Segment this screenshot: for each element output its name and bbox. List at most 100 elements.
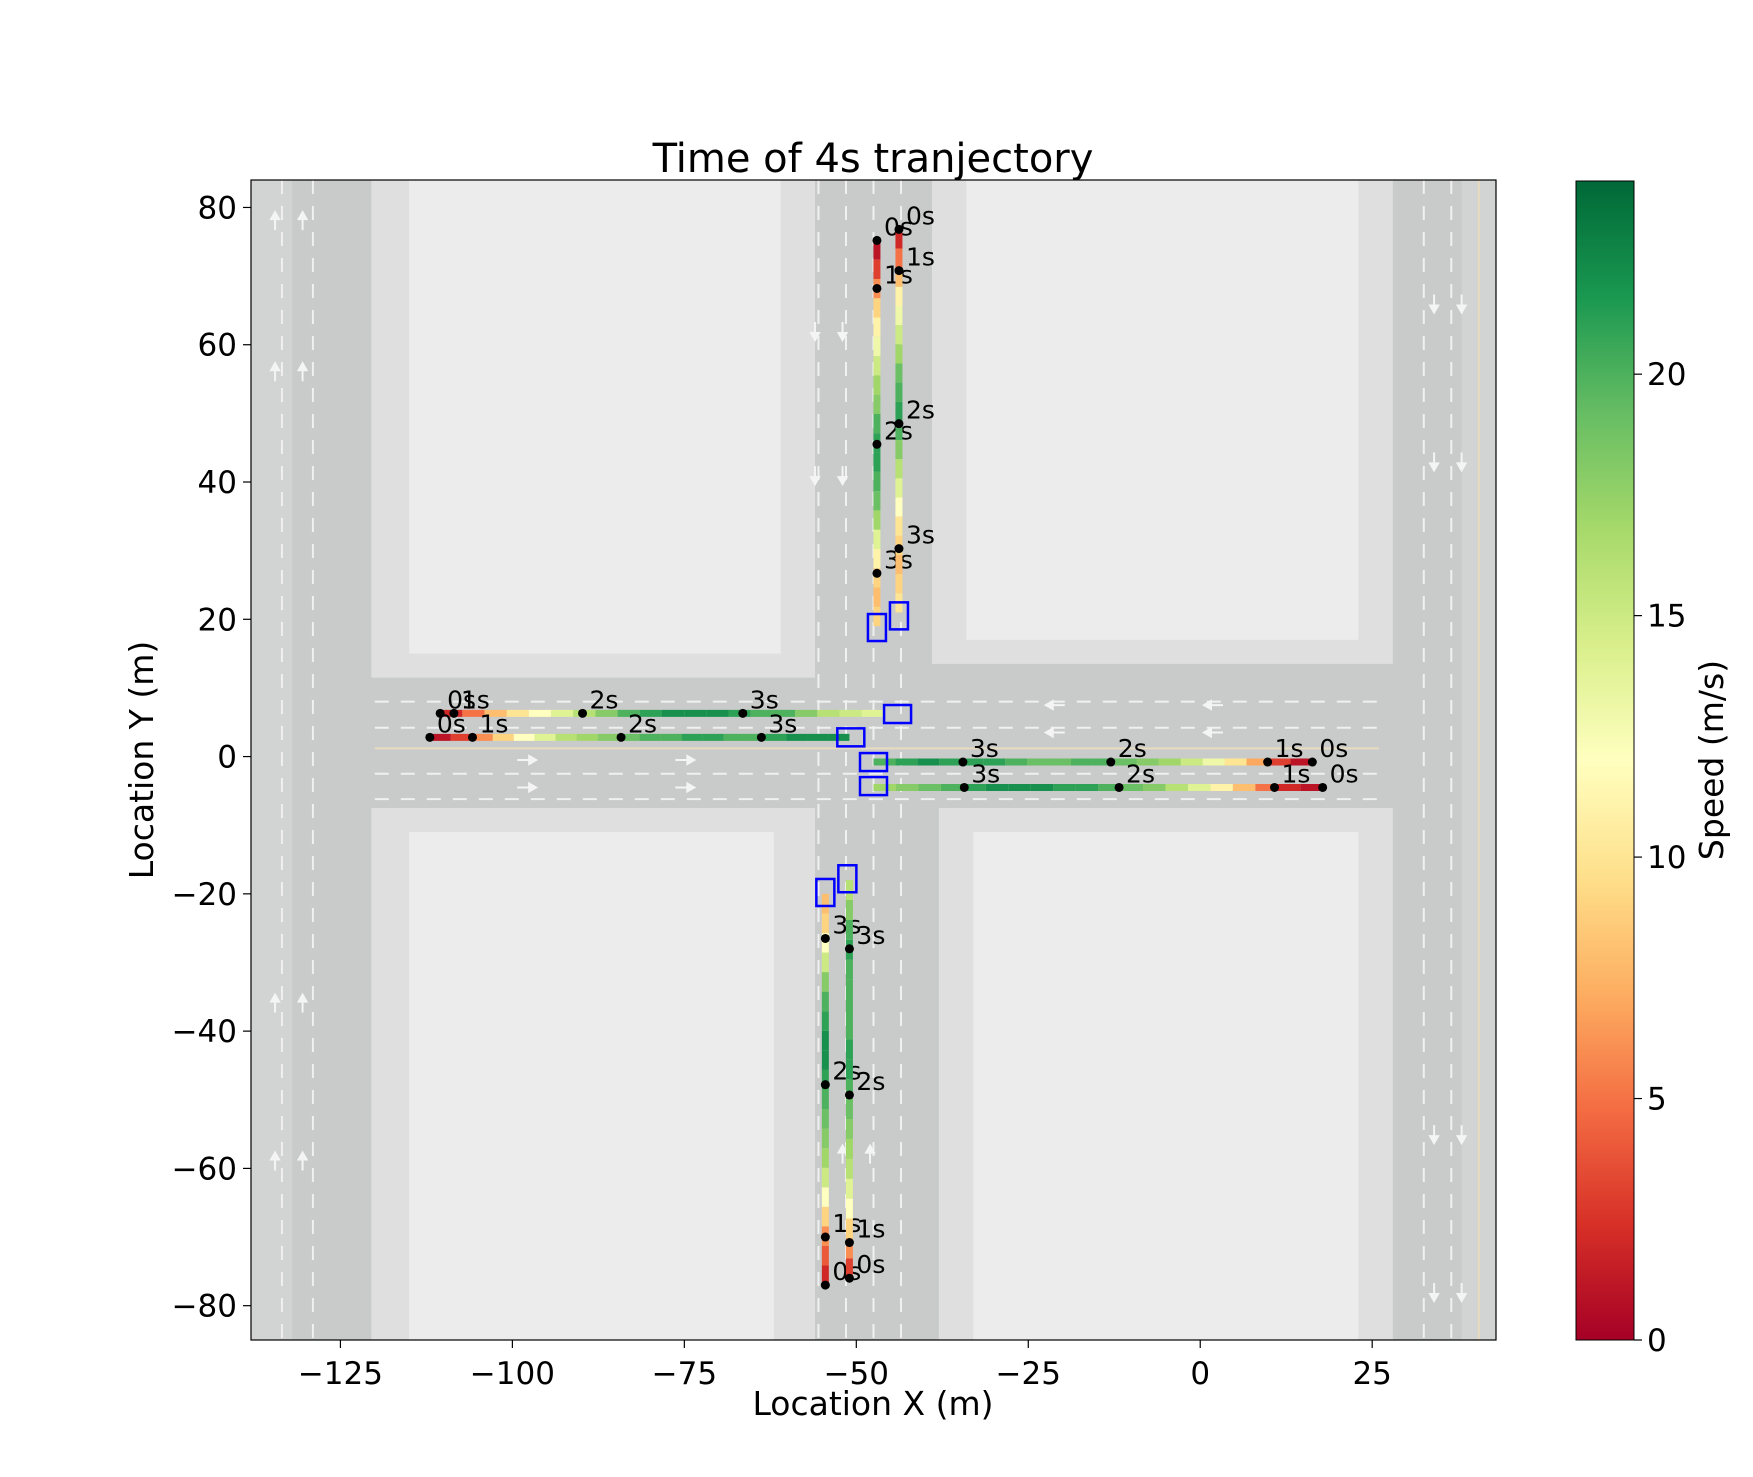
time-marker-point: [872, 568, 882, 578]
y-tick-label: 20: [198, 602, 237, 638]
colorbar-tick-label: 20: [1647, 357, 1686, 393]
time-marker-label: 1s: [461, 685, 490, 714]
time-marker-point: [894, 544, 904, 554]
colorbar-label: Speed (m/s): [1692, 660, 1731, 860]
x-axis-label: Location X (m): [752, 1384, 993, 1423]
lane-arrow-icon: [1455, 294, 1468, 315]
time-marker-label: 1s: [479, 709, 508, 738]
lane-arrow-icon: [1428, 294, 1440, 315]
lane-arrow-icon: [836, 1143, 849, 1164]
x-tick-label: −75: [652, 1356, 717, 1392]
time-marker-label: 3s: [750, 685, 779, 714]
block-sw: [409, 832, 774, 1340]
time-marker-label: 2s: [1126, 759, 1155, 788]
time-marker-label: 1s: [906, 243, 935, 272]
vehicle-box: [858, 751, 889, 773]
vehicle-box: [837, 863, 858, 894]
time-marker-label: 1s: [856, 1215, 885, 1244]
lane-arrow-icon: [269, 992, 281, 1013]
time-marker-point: [959, 782, 969, 792]
time-marker-point: [1318, 782, 1328, 792]
lane-arrow-icon: [296, 210, 309, 231]
lane-arrow-icon: [836, 466, 849, 487]
colorbar-gradient: [1575, 180, 1635, 1341]
lane-arrow-icon: [296, 1150, 309, 1171]
vehicle-box: [866, 612, 888, 643]
colorbar-tick-label: 0: [1647, 1323, 1667, 1359]
time-marker-point: [1270, 782, 1280, 792]
time-marker-label: 0s: [1330, 759, 1359, 788]
lane-arrow-icon: [1043, 699, 1065, 711]
y-tick-label: −40: [172, 1014, 237, 1050]
time-marker-label: 0s: [906, 201, 935, 230]
lane-arrow-icon: [675, 754, 697, 766]
lane-arrow-icon: [1428, 452, 1440, 473]
y-tick-label: 40: [198, 465, 237, 501]
time-marker-point: [844, 944, 854, 954]
time-marker-point: [425, 732, 435, 742]
x-tick-label: 25: [1352, 1356, 1391, 1392]
time-marker-point: [738, 708, 748, 718]
time-marker-point: [872, 283, 882, 293]
time-marker-label: 2s: [856, 1067, 885, 1096]
lane-arrow-icon: [269, 1150, 281, 1171]
road-map: [251, 180, 1496, 1340]
time-marker-point: [894, 419, 904, 429]
lane-arrow-icon: [836, 322, 849, 343]
lane-arrow-icon: [1201, 726, 1223, 739]
colorbar-tick-label: 10: [1647, 840, 1686, 876]
time-marker-point: [1307, 757, 1317, 767]
block-nw: [409, 180, 781, 654]
time-marker-label: 1s: [1282, 759, 1311, 788]
time-marker-point: [958, 757, 968, 767]
time-marker-point: [449, 708, 459, 718]
x-axis: −125 −100 −75 −50 −25 0 25: [298, 1340, 1392, 1392]
colorbar-ticks: 0 5 10 15 20: [1634, 357, 1686, 1359]
y-tick-label: −80: [172, 1289, 237, 1325]
lane-arrow-icon: [1428, 1125, 1440, 1146]
time-marker-point: [435, 708, 445, 718]
lane-strip-w: [251, 180, 293, 1340]
colorbar: 0 5 10 15 20 Speed (m/s): [1575, 180, 1731, 1359]
vehicle-box: [858, 775, 889, 797]
block-se: [973, 832, 1359, 1340]
lane-arrow-icon: [296, 361, 309, 382]
time-marker-point: [894, 266, 904, 276]
chart-title: Time of 4s tranjectory: [652, 136, 1094, 182]
lane-arrow-icon: [1455, 1125, 1468, 1146]
time-marker-point: [616, 732, 626, 742]
y-axis: 80 60 40 20 0 −20 −40 −60 −80: [172, 190, 251, 1325]
lane-arrow-icon: [809, 466, 821, 487]
x-tick-label: −50: [824, 1356, 889, 1392]
time-marker-point: [820, 1080, 830, 1090]
time-marker-label: 2s: [1118, 734, 1147, 763]
block-ne: [966, 180, 1359, 640]
x-tick-label: 0: [1190, 1356, 1210, 1392]
vehicle-box: [888, 601, 910, 631]
lane-arrow-icon: [1455, 1282, 1468, 1303]
time-marker-label: 0s: [437, 709, 466, 738]
lane-arrow-icon: [269, 210, 281, 231]
time-marker-point: [820, 1280, 830, 1290]
lane-arrow-icon: [517, 781, 539, 794]
time-marker-label: 0s: [856, 1250, 885, 1279]
lane-arrow-icon: [1043, 726, 1065, 739]
plot-frame: [250, 179, 1497, 1341]
y-axis-label: Location Y (m): [122, 641, 161, 880]
time-marker-point: [1263, 757, 1273, 767]
lane-arrow-icon: [296, 992, 309, 1013]
time-marker-label: 2s: [590, 685, 619, 714]
time-marker-label: 2s: [628, 709, 657, 738]
y-tick-label: −60: [172, 1151, 237, 1187]
time-marker-label: 3s: [971, 759, 1000, 788]
lane-arrow-icon: [1201, 699, 1223, 711]
time-marker-point: [872, 439, 882, 449]
lane-arrow-icon: [675, 781, 697, 794]
colorbar-tick-label: 15: [1647, 599, 1686, 635]
time-marker-point: [872, 235, 882, 245]
lane-arrow-icon: [1455, 452, 1468, 473]
time-marker-point: [756, 732, 766, 742]
